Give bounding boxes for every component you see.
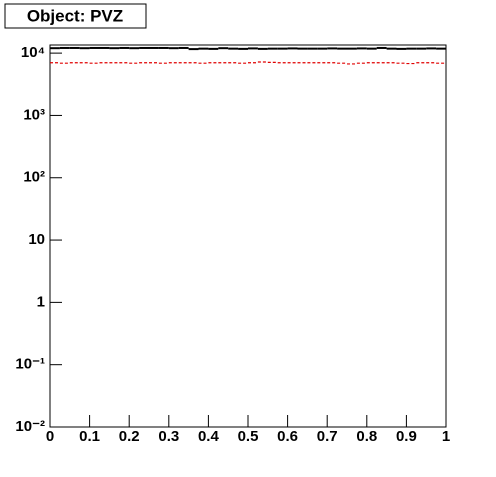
x-tick-label: 0.5 (238, 428, 259, 445)
x-tick-label: 0.2 (119, 428, 140, 445)
chart-title: Object: PVZ (27, 6, 123, 25)
y-tick-label: 10² (23, 169, 45, 186)
plot-frame (49, 44, 447, 428)
x-tick-label: 1 (442, 428, 450, 445)
x-tick-label: 0.3 (158, 428, 179, 445)
y-tick-label: 10⁻² (15, 418, 45, 435)
y-tick-label: 10⁴ (21, 44, 45, 61)
y-tick-label: 1 (37, 293, 45, 310)
y-tick-label: 10⁻¹ (15, 356, 45, 373)
x-tick-label: 0 (46, 428, 54, 445)
x-tick-label: 0.1 (79, 428, 100, 445)
y-tick-label: 10 (28, 231, 45, 248)
x-tick-label: 0.4 (198, 428, 220, 445)
x-tick-label: 0.7 (317, 428, 338, 445)
x-tick-label: 0.9 (396, 428, 417, 445)
x-tick-label: 0.8 (356, 428, 377, 445)
title-box (4, 3, 147, 29)
x-tick-label: 0.6 (277, 428, 298, 445)
y-tick-label: 10³ (23, 106, 45, 123)
